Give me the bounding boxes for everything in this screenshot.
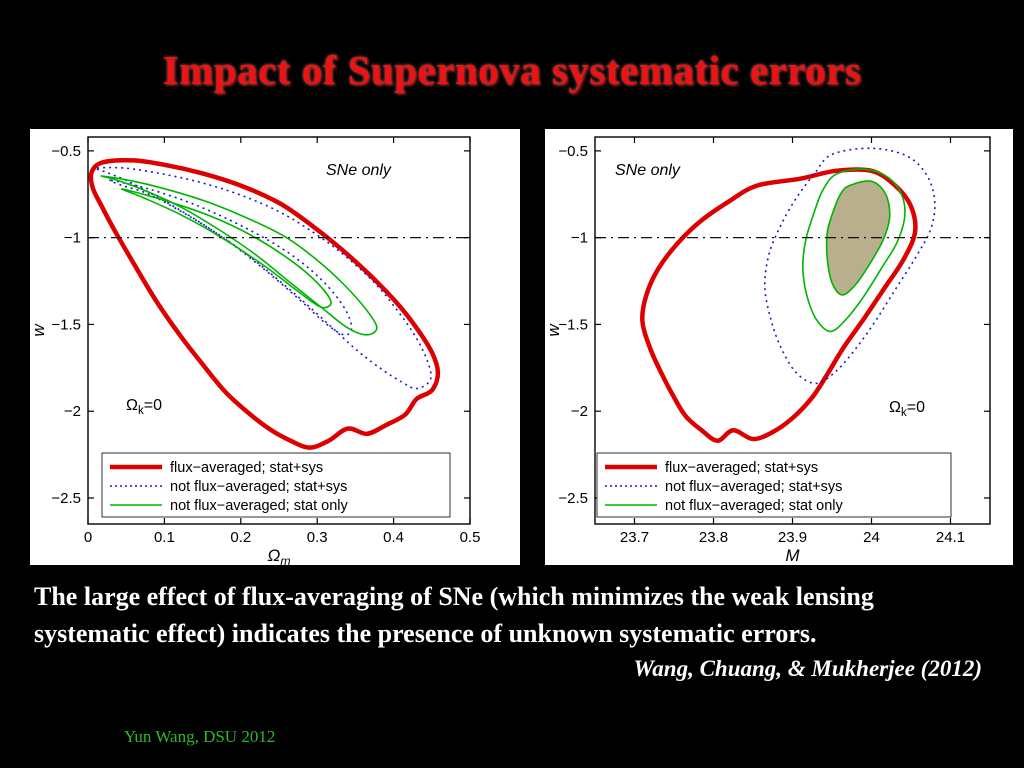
left-chart-panel: 0 0.1 0.2 0.3 0.4 0.5 −0.5 −1 −1.5 −2 −2.5 Ωm w SNe o… xyxy=(29,129,520,568)
svg-text:24: 24 xyxy=(863,529,880,546)
svg-text:not flux−averaged; stat only: not flux−averaged; stat only xyxy=(170,498,348,514)
svg-text:−1.5: −1.5 xyxy=(558,316,588,333)
svg-text:flux−averaged; stat+sys: flux−averaged; stat+sys xyxy=(665,460,818,476)
svg-text:Ωm: Ωm xyxy=(267,546,290,565)
svg-text:23.7: 23.7 xyxy=(620,529,649,546)
svg-text:0.5: 0.5 xyxy=(460,529,481,546)
slide-title: Impact of Supernova systematic errors xyxy=(162,47,862,93)
svg-text:24.1: 24.1 xyxy=(936,529,965,546)
svg-text:−1.5: −1.5 xyxy=(51,316,81,333)
svg-text:0.1: 0.1 xyxy=(154,529,175,546)
svg-text:−2.5: −2.5 xyxy=(51,490,81,507)
contour-chart-w-vs-M: 23.7 23.8 23.9 24 24.1 −0.5 −1 −1.5 −2 −2.5 Mw SNe … xyxy=(544,136,991,565)
svg-text:0: 0 xyxy=(84,529,92,546)
contour-chart-w-vs-omega-m: 0 0.1 0.2 0.3 0.4 0.5 −0.5 −1 −1.5 −2 −2.5 Ωm w SNe o… xyxy=(29,136,481,568)
svg-text:−0.5: −0.5 xyxy=(51,143,81,160)
svg-text:−0.5: −0.5 xyxy=(558,143,588,160)
svg-text:Ωk=0: Ωk=0 xyxy=(126,397,162,417)
svg-text:23.8: 23.8 xyxy=(699,529,728,546)
svg-text:−1: −1 xyxy=(571,230,588,247)
svg-text:flux−averaged; stat+sys: flux−averaged; stat+sys xyxy=(170,460,323,476)
svg-text:0.2: 0.2 xyxy=(230,529,251,546)
svg-text:−1: −1 xyxy=(64,230,81,247)
svg-text:23.9: 23.9 xyxy=(778,529,807,546)
svg-text:Ωk=0: Ωk=0 xyxy=(889,399,925,419)
svg-text:−2.5: −2.5 xyxy=(558,490,588,507)
footer-credit: Yun Wang, DSU 2012 xyxy=(124,727,276,746)
svg-text:−2: −2 xyxy=(64,403,81,420)
svg-text:not flux−averaged; stat+sys: not flux−averaged; stat+sys xyxy=(665,479,842,495)
svg-text:SNe only: SNe only xyxy=(326,162,392,179)
svg-text:−2: −2 xyxy=(571,403,588,420)
body-line-1: The large effect of flux-averaging of SN… xyxy=(34,582,874,611)
svg-text:0.4: 0.4 xyxy=(383,529,404,546)
svg-text:not flux−averaged; stat only: not flux−averaged; stat only xyxy=(665,498,843,514)
citation: Wang, Chuang, & Mukherjee (2012) xyxy=(633,656,982,681)
svg-text:w: w xyxy=(30,323,48,337)
svg-text:M: M xyxy=(785,546,800,565)
svg-text:0.3: 0.3 xyxy=(307,529,328,546)
svg-text:SNe only: SNe only xyxy=(615,162,681,179)
svg-text:w: w xyxy=(545,323,563,337)
body-line-2: systematic effect) indicates the presenc… xyxy=(34,619,817,648)
svg-text:not flux−averaged; stat+sys: not flux−averaged; stat+sys xyxy=(170,479,347,495)
